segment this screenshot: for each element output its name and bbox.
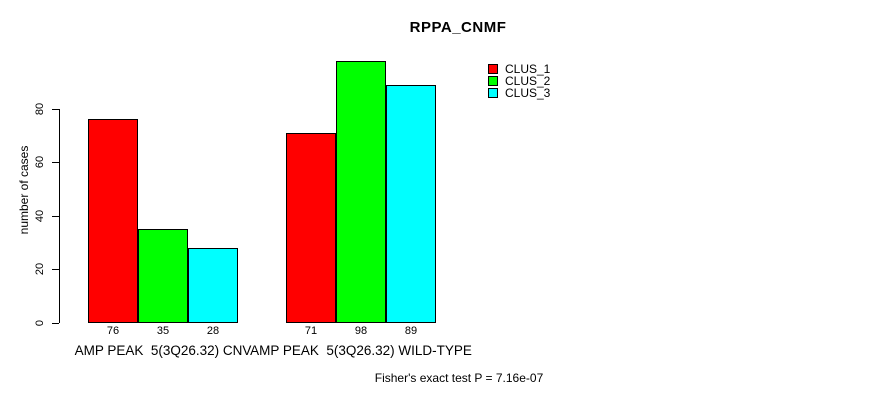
bar-value-label: 76 [106,325,120,337]
y-axis-tick-label: 0 [34,319,46,326]
y-axis-tick-label: 60 [34,156,46,169]
bar-clus_3-group2 [386,84,436,324]
y-axis-tick [52,322,59,324]
y-axis-tick-label: 80 [34,102,46,115]
bar-value-label: 35 [156,325,170,337]
legend: CLUS_1 CLUS_2 CLUS_3 [488,63,550,99]
y-axis-tick-label: 20 [34,262,46,276]
y-axis-label: number of cases [17,145,31,235]
y-axis-tick [52,108,59,110]
y-axis-tick [52,215,59,217]
legend-label: CLUS_3 [505,86,551,100]
chart-title: RPPA_CNMF [409,19,507,36]
y-axis-tick [52,162,59,164]
fisher-test-annotation: Fisher's exact test P = 7.16e-07 [374,371,544,385]
bar-clus_3-group1 [188,247,238,324]
bar-value-label: 89 [404,325,418,337]
legend-item-clus_2: CLUS_2 [488,75,550,87]
legend-item-clus_1: CLUS_1 [488,63,550,75]
legend-label: CLUS_1 [505,62,551,76]
bar-clus_2-group2 [336,60,386,324]
legend-swatch-icon [488,76,498,86]
y-axis-line [59,108,60,324]
legend-item-clus_3: CLUS_3 [488,87,550,99]
bar-value-label: 71 [304,325,318,337]
bar-clus_2-group1 [138,228,188,324]
legend-swatch-icon [488,88,498,98]
category-label: AMP PEAK 5(3Q26.32) CNV [74,343,252,358]
category-label: AMP PEAK 5(3Q26.32) WILD-TYPE [250,343,472,358]
bar-clus_1-group2 [286,132,336,324]
legend-label: CLUS_2 [505,74,551,88]
legend-swatch-icon [488,64,498,74]
y-axis-tick [52,269,59,271]
bar-value-label: 98 [354,325,368,337]
y-axis-tick-label: 40 [34,209,46,222]
bar-clus_1-group1 [88,119,138,324]
bar-value-label: 28 [206,325,220,337]
